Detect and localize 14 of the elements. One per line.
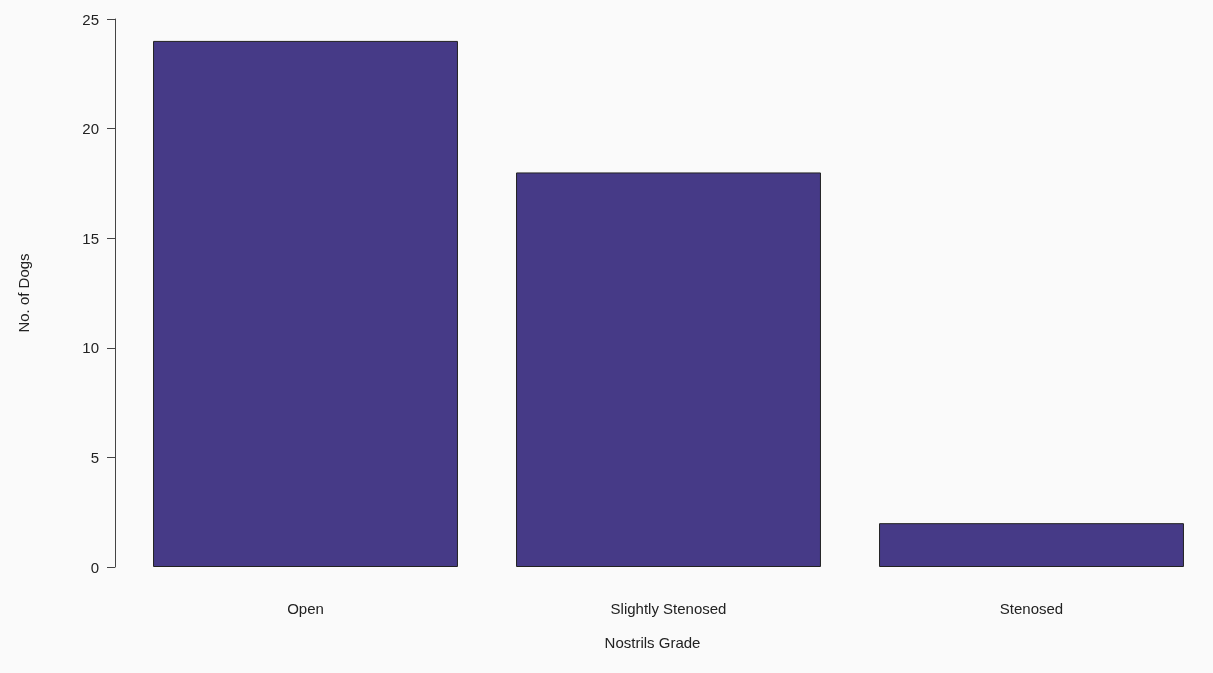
x-axis-title: Nostrils Grade	[604, 634, 701, 651]
y-tick-label: 0	[90, 558, 99, 576]
x-tick-label: Stenosed	[999, 600, 1064, 617]
bar	[516, 172, 821, 567]
y-tick-label: 20	[82, 120, 99, 138]
bar	[153, 40, 458, 567]
bar	[879, 523, 1184, 567]
x-tick-label: Open	[287, 600, 324, 617]
x-tick-label: Slightly Stenosed	[610, 600, 727, 617]
y-tick-label: 15	[82, 229, 99, 247]
y-tick-label: 5	[90, 448, 99, 466]
y-tick-label: 25	[82, 10, 99, 28]
y-axis-title: No. of Dogs	[15, 253, 32, 333]
y-tick-label: 10	[82, 339, 99, 357]
